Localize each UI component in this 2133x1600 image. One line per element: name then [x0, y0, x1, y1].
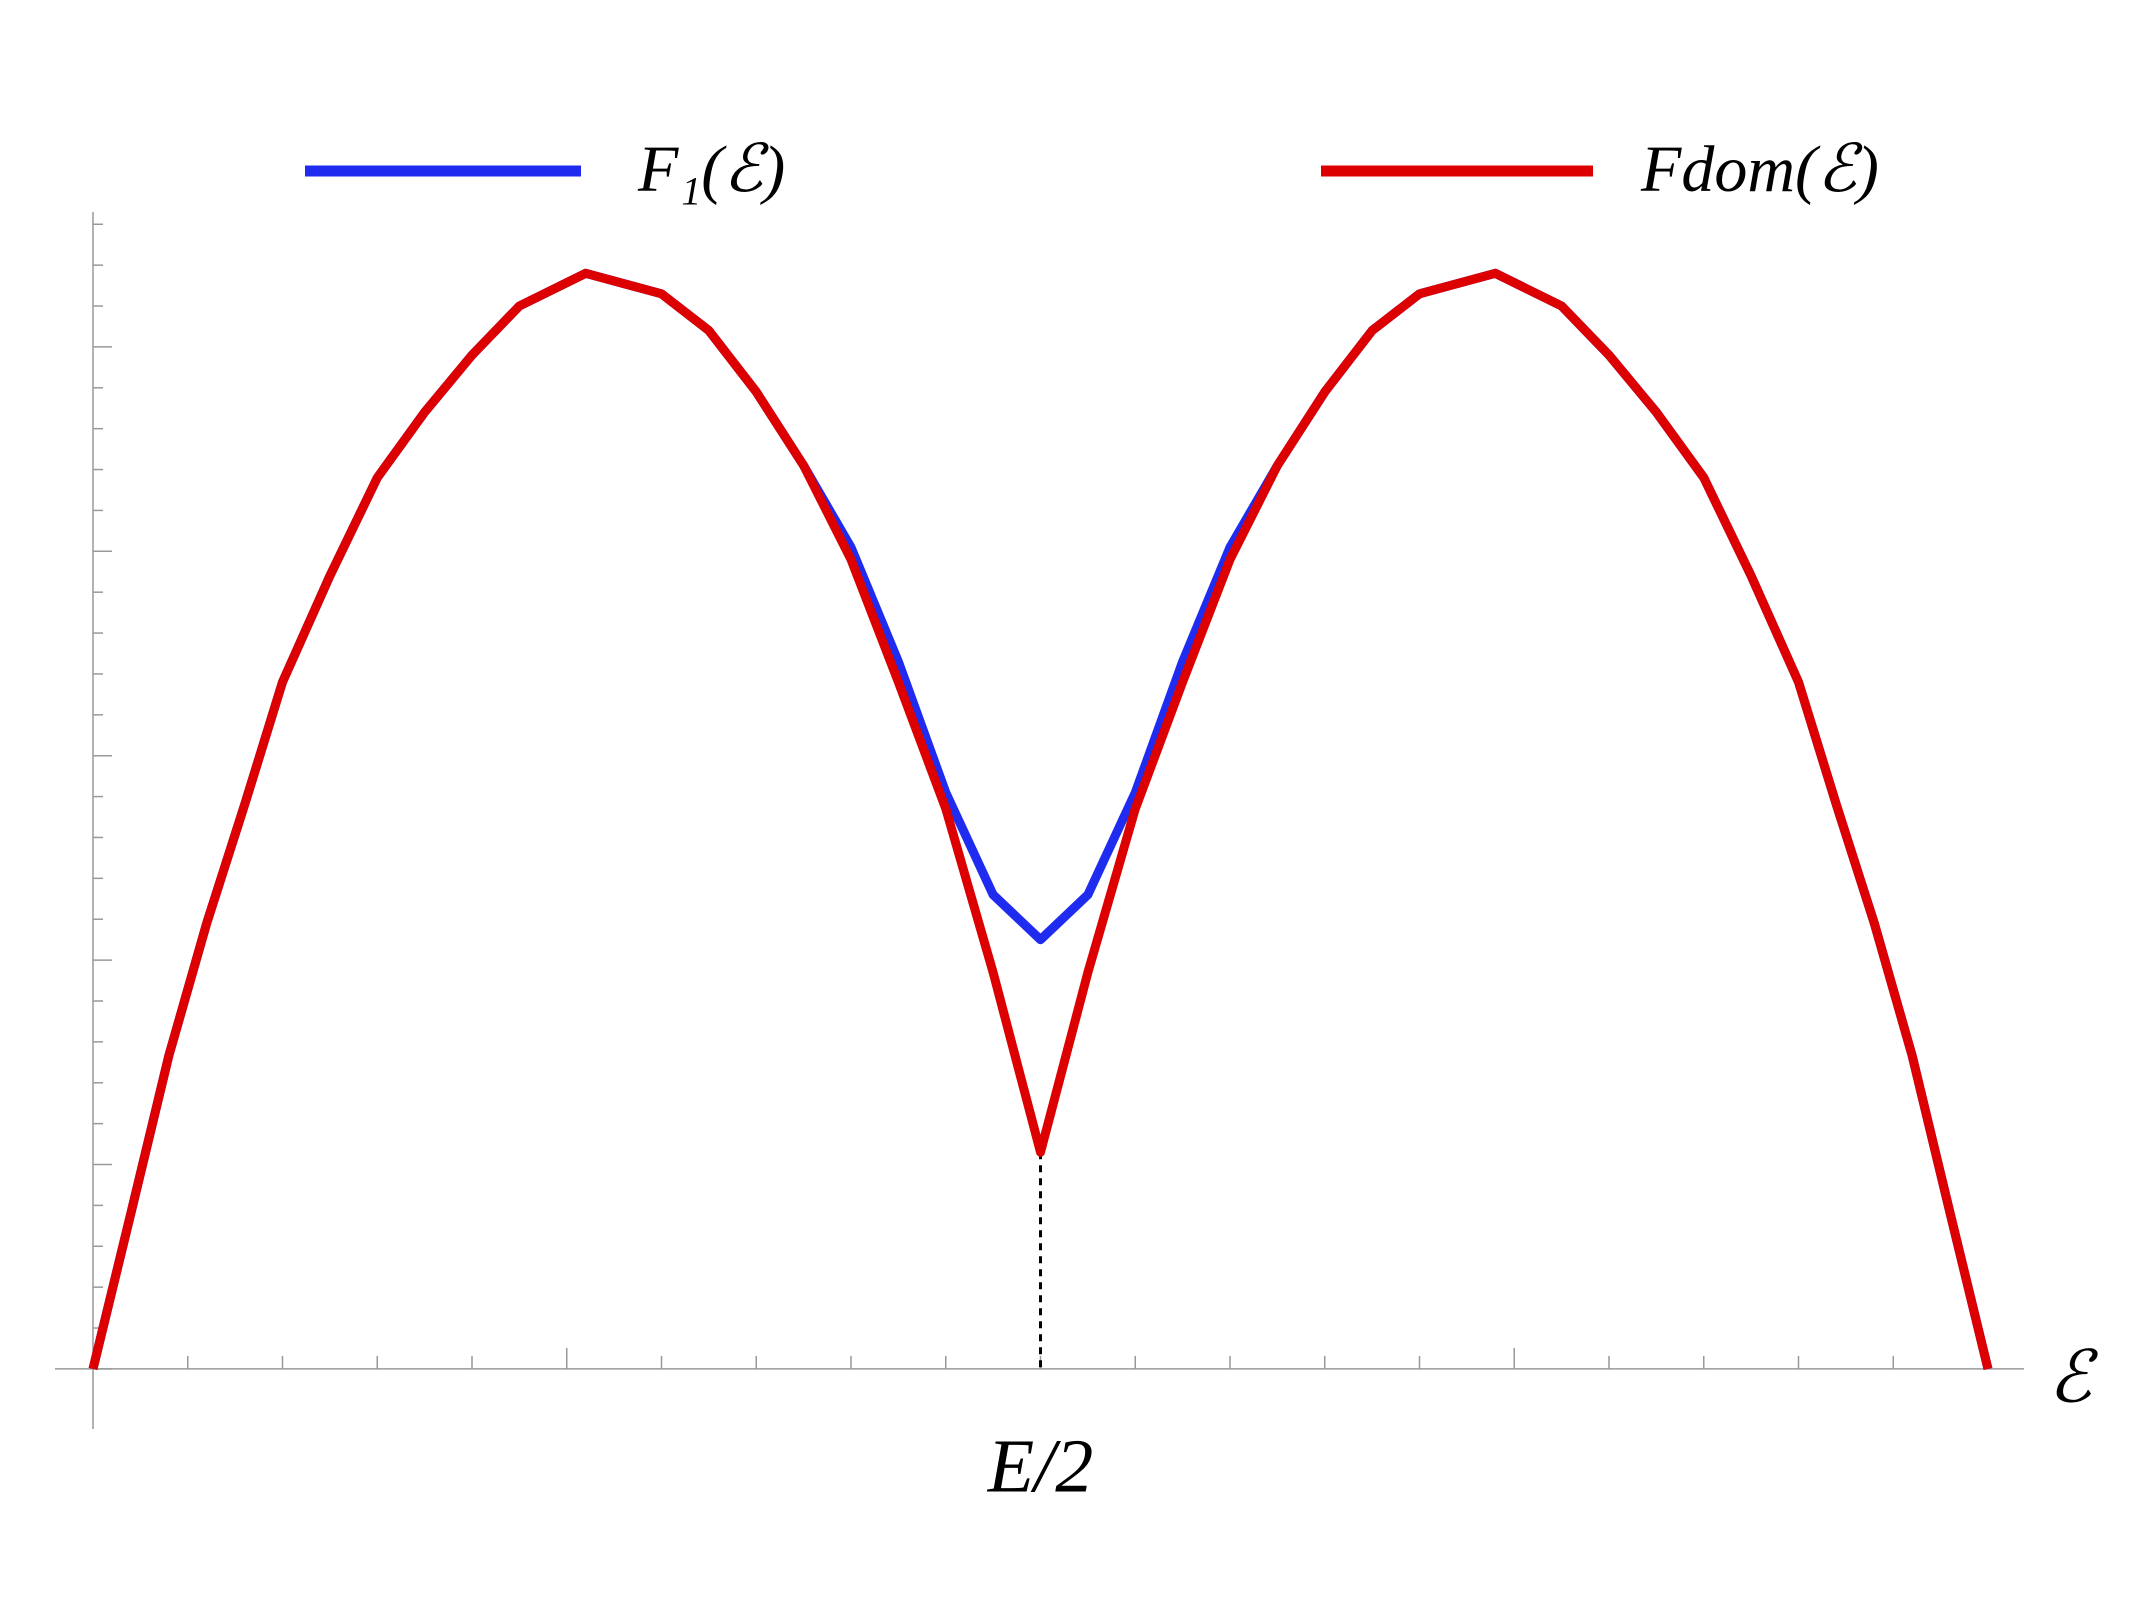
x-tick-label: E/2 [987, 1424, 1094, 1508]
legend-label: Fdom(ℰ) [1640, 133, 1879, 206]
x-axis-label: ℰ [2048, 1338, 2098, 1418]
series-line [88, 268, 1993, 1370]
legend-label: F₁(ℰ) [637, 133, 785, 206]
